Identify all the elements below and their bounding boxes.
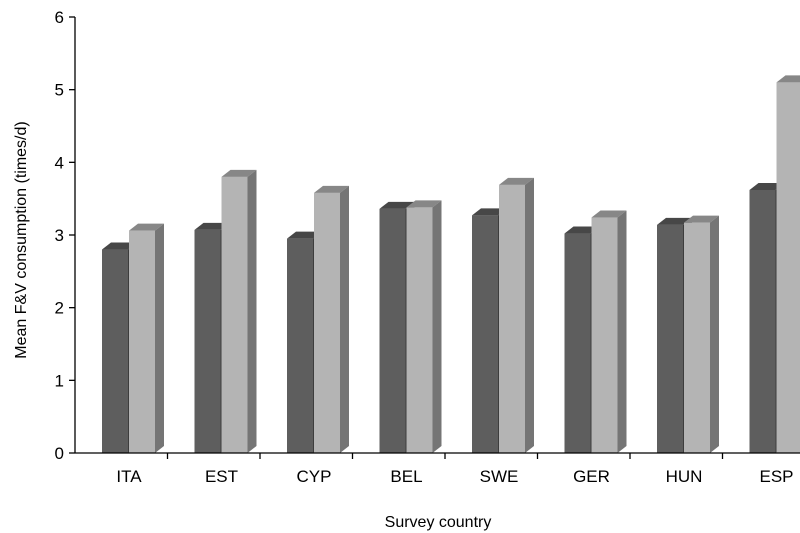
bar-top <box>221 169 257 177</box>
y-tick-label: 0 <box>55 444 64 463</box>
bar-side <box>617 210 627 453</box>
x-tick-label: GER <box>573 467 610 486</box>
bar <box>129 223 164 453</box>
bar-side <box>340 185 349 453</box>
bar-top <box>776 75 800 83</box>
bar-front <box>657 224 683 453</box>
bar-top <box>749 182 785 190</box>
bar <box>221 169 257 453</box>
x-tick-label: BEL <box>390 467 422 486</box>
bar-front <box>129 230 155 453</box>
bar <box>406 200 442 453</box>
bar-front <box>472 215 498 453</box>
bar-top <box>591 210 627 218</box>
bar-front <box>591 217 618 453</box>
bar-side <box>247 169 257 453</box>
bar-front <box>564 233 591 453</box>
x-axis-title: Survey country <box>385 514 492 531</box>
bar-front <box>287 238 313 453</box>
x-tick-label: ITA <box>116 467 142 486</box>
bar-side <box>432 200 442 453</box>
bar-front <box>314 192 340 453</box>
x-tick-label: EST <box>205 467 238 486</box>
bar-front <box>406 207 433 453</box>
y-tick-label: 1 <box>55 371 64 390</box>
bar-front <box>194 229 221 453</box>
bar <box>591 210 627 453</box>
y-tick-label: 2 <box>55 299 64 318</box>
x-tick-label: HUN <box>666 467 703 486</box>
bar-top <box>287 231 322 239</box>
bar <box>776 75 800 454</box>
bar-top <box>102 242 137 250</box>
bar-top <box>684 215 719 223</box>
bars <box>102 75 800 454</box>
bar-top <box>314 185 349 193</box>
bar-front <box>776 82 800 454</box>
bar-side <box>155 223 164 453</box>
y-tick-label: 4 <box>55 153 64 172</box>
bar-front <box>379 208 406 453</box>
bar-front <box>102 249 128 453</box>
bar-top <box>499 177 534 185</box>
bar <box>499 177 534 454</box>
bar-top <box>129 223 164 231</box>
x-tick-label: SWE <box>480 467 519 486</box>
bar-front <box>221 176 248 453</box>
bar-front <box>749 189 776 454</box>
bar-front <box>684 222 710 453</box>
bar-top <box>564 226 600 234</box>
x-axis-tick-labels: ITA EST CYP BEL SWE GER HUN ESP <box>116 467 793 486</box>
bar <box>684 215 719 453</box>
x-tick-label: CYP <box>297 467 332 486</box>
bar-side <box>525 177 534 454</box>
bar-top <box>194 222 230 230</box>
y-axis-ticks: 0 1 2 3 4 5 6 <box>55 8 75 463</box>
bar-top <box>379 201 415 209</box>
x-tick-label: ESP <box>759 467 793 486</box>
y-tick-label: 5 <box>55 81 64 100</box>
bar-top <box>657 217 692 225</box>
bar-top <box>472 208 507 216</box>
x-axis-ticks <box>166 453 724 459</box>
bar-top <box>406 200 442 208</box>
bar-front <box>499 184 525 454</box>
y-tick-label: 6 <box>55 8 64 27</box>
y-axis-title: Mean F&V consumption (times/d) <box>13 121 30 358</box>
bar-side <box>710 215 719 453</box>
bar <box>314 185 349 453</box>
y-tick-label: 3 <box>55 226 64 245</box>
